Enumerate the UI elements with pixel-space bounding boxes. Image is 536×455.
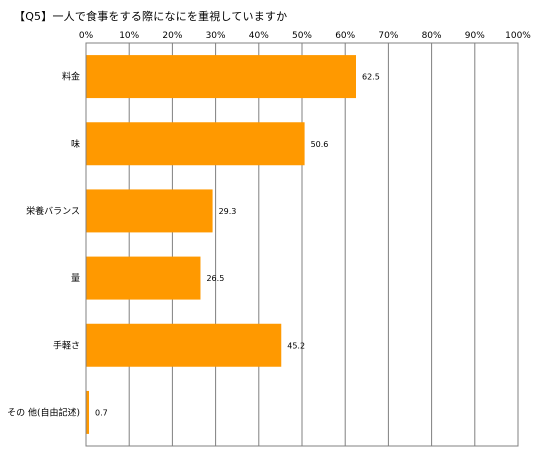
x-tick-label: 90% (465, 31, 485, 41)
category-label: その 他(自由記述) (7, 406, 80, 418)
x-tick-label: 70% (378, 31, 398, 41)
bar (86, 55, 356, 99)
data-label: 0.7 (95, 408, 108, 417)
data-label: 26.5 (206, 274, 224, 283)
x-tick-label: 50% (292, 31, 312, 41)
x-tick-label: 20% (162, 31, 182, 41)
category-label: 量 (71, 273, 80, 284)
bar (86, 122, 305, 166)
bar (86, 323, 282, 367)
data-label: 45.2 (287, 341, 305, 350)
category-label: 味 (71, 138, 80, 150)
bar (86, 256, 201, 300)
x-tick-label: 30% (206, 31, 226, 41)
x-tick-label: 80% (422, 31, 442, 41)
data-label: 50.6 (311, 140, 329, 149)
chart-title: 【Q5】一人で食事をする際になにを重視していますか (14, 10, 288, 23)
x-tick-label: 40% (249, 31, 269, 41)
data-label: 29.3 (219, 207, 237, 216)
category-label: 手軽さ (53, 339, 80, 351)
bar (86, 390, 90, 434)
data-label: 62.5 (362, 73, 380, 82)
x-tick-label: 10% (119, 31, 139, 41)
x-tick-label: 0% (79, 31, 94, 41)
category-label: 栄養バランス (26, 205, 80, 217)
x-tick-label: 60% (335, 31, 355, 41)
bar (86, 189, 213, 233)
category-label: 料金 (62, 71, 80, 83)
x-tick-label: 100% (505, 31, 531, 41)
